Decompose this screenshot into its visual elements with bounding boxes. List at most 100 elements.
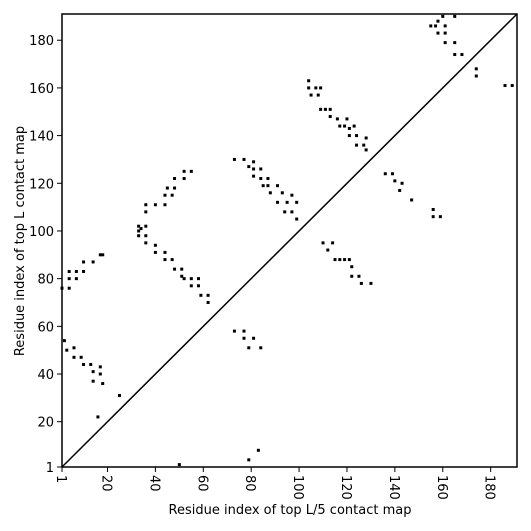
contact-point [182, 277, 186, 281]
contact-point [314, 86, 318, 90]
contact-point [453, 41, 457, 45]
contact-point [453, 14, 457, 18]
y-tick-label: 120 [29, 177, 54, 192]
x-tick-label: 80 [242, 475, 257, 492]
diagonal-line [61, 13, 518, 468]
contact-point [460, 53, 464, 57]
contact-point [328, 115, 332, 119]
contact-point [338, 258, 342, 262]
contact-point [153, 250, 157, 254]
contact-point [242, 336, 246, 340]
y-tick-label: 160 [29, 82, 54, 97]
x-tick-label: 120 [338, 475, 353, 500]
contact-point [280, 191, 284, 195]
contact-point [79, 355, 83, 359]
contact-point [350, 265, 354, 269]
contact-point [206, 300, 210, 304]
contact-point [323, 107, 327, 111]
contact-point [319, 86, 323, 90]
contact-point [295, 200, 299, 204]
contact-point [173, 267, 177, 271]
contact-point [431, 208, 435, 212]
contact-point [144, 203, 148, 207]
contact-point [283, 210, 287, 214]
contact-point [307, 79, 311, 83]
contact-point [398, 188, 402, 192]
contact-point [170, 193, 174, 197]
contact-point [474, 67, 478, 71]
contact-point [65, 348, 69, 352]
contact-point [443, 41, 447, 45]
contact-point [453, 53, 457, 57]
contact-point [98, 372, 102, 376]
x-tick-label: 40 [146, 475, 161, 492]
contact-point [357, 274, 361, 278]
contact-point [252, 174, 256, 178]
contact-point [189, 284, 193, 288]
y-tick-label: 140 [29, 130, 54, 145]
y-tick-label: 20 [37, 416, 54, 431]
contact-point [352, 124, 356, 128]
x-axis-label: Residue index of top L/5 contact map [169, 503, 412, 518]
contact-point [347, 126, 351, 130]
contact-point [290, 193, 294, 197]
contact-point [343, 258, 347, 262]
contact-point [232, 329, 236, 333]
contact-point [139, 227, 143, 231]
x-tick-label: 20 [99, 475, 114, 492]
contact-point [137, 224, 141, 228]
contact-point [163, 250, 167, 254]
contact-point [285, 200, 289, 204]
contact-point [331, 241, 335, 245]
y-axis-label: Residue index of top L contact map [13, 126, 28, 356]
x-tick-label: 140 [386, 475, 401, 500]
contact-point [335, 117, 339, 121]
contact-point [290, 210, 294, 214]
contact-point [268, 191, 272, 195]
x-tick-label: 100 [290, 475, 305, 500]
contact-point [359, 281, 363, 285]
contact-point [345, 117, 349, 121]
contact-point [67, 269, 71, 273]
y-tick-label: 40 [37, 368, 54, 383]
contact-point [321, 241, 325, 245]
contact-point [182, 177, 186, 181]
contact-point [383, 172, 387, 176]
contact-point [259, 346, 263, 350]
contact-point [259, 167, 263, 171]
contact-point [170, 258, 174, 262]
contact-point [247, 165, 251, 169]
contact-point [355, 143, 359, 147]
contact-point [180, 274, 184, 278]
contact-point [101, 382, 105, 386]
contact-point [347, 134, 351, 138]
contact-point [326, 248, 330, 252]
contact-point [333, 258, 337, 262]
contact-point [369, 281, 373, 285]
contact-point [436, 31, 440, 35]
contact-point [206, 293, 210, 297]
contact-point [410, 198, 414, 202]
contact-point [144, 210, 148, 214]
contact-point [247, 458, 251, 462]
contact-point [364, 148, 368, 152]
contact-point [153, 243, 157, 247]
contact-point [89, 362, 93, 366]
contact-point [429, 24, 433, 28]
contact-point [189, 277, 193, 281]
contact-point [242, 329, 246, 333]
x-tick-label: 60 [194, 475, 209, 492]
contact-point [137, 234, 141, 238]
contact-point [91, 379, 95, 383]
contact-point [474, 74, 478, 78]
contact-point [247, 346, 251, 350]
contact-point [153, 203, 157, 207]
contact-point [252, 160, 256, 164]
contact-point [60, 286, 64, 290]
contact-point [319, 107, 323, 111]
contact-point [503, 84, 507, 88]
contact-point [74, 277, 78, 281]
contact-point [82, 260, 86, 264]
contact-point [443, 24, 447, 28]
